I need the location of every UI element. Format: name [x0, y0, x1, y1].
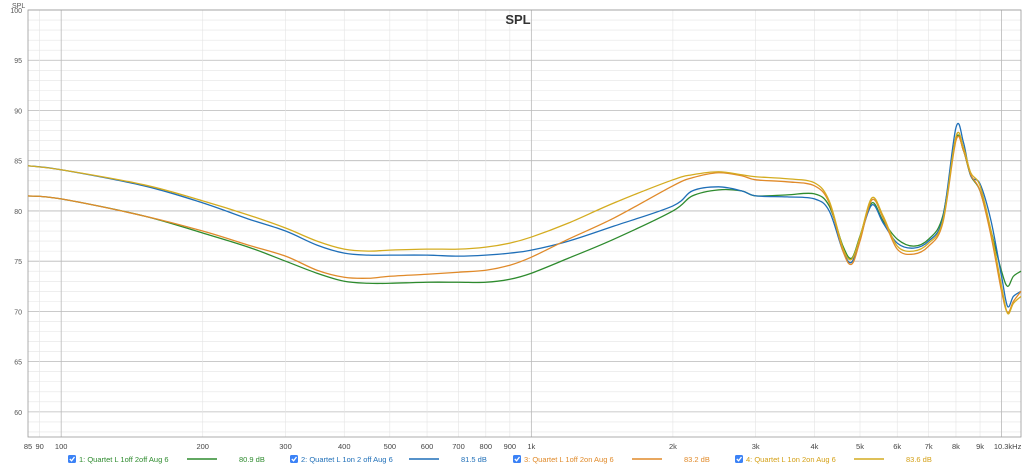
grid-lines [28, 9, 1021, 437]
x-tick-label: 85 [24, 442, 32, 451]
legend-label-1: 1: Quartet L 1off 2off Aug 6 [79, 455, 169, 464]
y-tick-label: 65 [14, 360, 22, 367]
y-tick-label: 80 [14, 209, 22, 216]
checkmark-icon [69, 456, 76, 462]
x-tick-label: 400 [338, 442, 351, 451]
legend-label-2: 2: Quartet L 1on 2 off Aug 6 [301, 455, 393, 464]
x-tick-label: 700 [452, 442, 465, 451]
y-tick-label: 90 [14, 108, 22, 115]
x-tick-label: 5k [856, 442, 864, 451]
checkmark-icon [514, 456, 521, 462]
x-tick-labels: 85 90 100 200 300 400 500 600 700 800 900 1k 2k 3k 4k 5… [24, 442, 1022, 451]
series-line-3 [27, 135, 1022, 314]
x-tick-label: 90 [35, 442, 43, 451]
y-tick-label: 60 [14, 410, 22, 417]
y-tick-label: 85 [14, 159, 22, 166]
x-tick-label: 300 [279, 442, 292, 451]
x-tick-label: 600 [421, 442, 434, 451]
x-tick-label: 800 [480, 442, 493, 451]
legend-checkbox-2[interactable] [290, 455, 298, 463]
x-tick-label: 8k [952, 442, 960, 451]
y-tick-label: 70 [14, 309, 22, 316]
y-tick-label: 100 [10, 8, 22, 15]
x-tick-label: 3k [752, 442, 760, 451]
checkmark-icon [291, 456, 298, 462]
legend-value-4: 83.6 dB [906, 455, 932, 464]
y-tick-label: 95 [14, 58, 22, 65]
series-line-4 [27, 131, 1022, 315]
legend-value-1: 80.9 dB [239, 455, 265, 464]
plot-frame [27, 9, 1022, 438]
x-tick-label: 900 [504, 442, 517, 451]
y-tick-label: 75 [14, 259, 22, 266]
x-tick-label: 10.3kHz [994, 442, 1022, 451]
x-tick-label: 6k [893, 442, 901, 451]
x-tick-label: 4k [810, 442, 818, 451]
x-tick-label: 100 [55, 442, 68, 451]
x-tick-label: 200 [196, 442, 209, 451]
series-lines [27, 122, 1022, 315]
y-axis-title: SPL [12, 3, 25, 10]
series-line-2 [27, 122, 1022, 308]
legend-label-3: 3: Quartet L 1off 2on Aug 6 [524, 455, 614, 464]
chart-title: SPL [505, 12, 530, 27]
legend-value-2: 81.5 dB [461, 455, 487, 464]
y-tick-labels: 60 65 70 75 80 85 90 95 100 [10, 8, 22, 417]
legend-checkbox-3[interactable] [513, 455, 521, 463]
x-tick-label: 9k [976, 442, 984, 451]
legend-label-4: 4: Quartet L 1on 2on Aug 6 [746, 455, 836, 464]
legend: 1: Quartet L 1off 2off Aug 6 80.9 dB 2: Qu… [68, 455, 932, 464]
checkmark-icon [736, 456, 743, 462]
x-tick-label: 500 [384, 442, 397, 451]
x-tick-label: 1k [527, 442, 535, 451]
legend-checkbox-1[interactable] [68, 455, 76, 463]
legend-checkbox-4[interactable] [735, 455, 743, 463]
x-tick-label: 2k [669, 442, 677, 451]
x-tick-label: 7k [925, 442, 933, 451]
legend-value-3: 83.2 dB [684, 455, 710, 464]
